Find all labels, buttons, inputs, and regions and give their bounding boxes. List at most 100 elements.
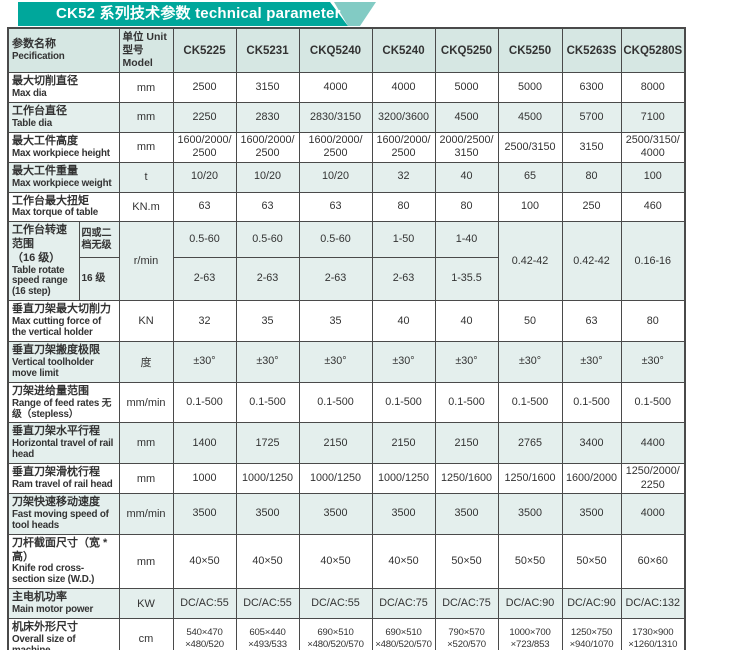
value-cell: 40 (371, 300, 436, 343)
value-cell: 4000 (371, 72, 436, 104)
unit-cell: mm (118, 463, 174, 495)
value-cell: 0.5-60 (235, 221, 300, 258)
value-cell: 32 (172, 300, 237, 343)
model-header: CK5263S (561, 27, 622, 74)
unit-cell: mm (118, 422, 174, 465)
value-cell: 1600/2000/ 2500 (298, 131, 373, 163)
value-cell: 10/20 (235, 161, 300, 193)
value-cell: DC/AC:132 (620, 588, 686, 619)
value-cell: 0.16-16 (620, 221, 686, 302)
value-cell: ±30° (561, 341, 622, 383)
value-cell: 4000 (620, 493, 686, 535)
value-cell: 80 (620, 300, 686, 343)
value-cell: 1400 (172, 422, 237, 465)
value-cell: 1600/2000 (561, 463, 622, 495)
table-header-row: 参数名称 Pecification 单位 Unit 型号 Model CK522… (7, 27, 686, 74)
unit-cell: 度 (118, 341, 174, 383)
value-cell: 1000×700 ×723/853 (497, 618, 563, 650)
model-header: CK5231 (235, 27, 300, 74)
value-cell: ±30° (620, 341, 686, 383)
table-row: 垂直刀架滑枕行程 Ram travel of rail head mm 1000 100… (7, 463, 686, 495)
value-cell: 3500 (434, 493, 499, 535)
unit-cell: mm (118, 102, 174, 133)
param-label-en: Table dia (12, 117, 52, 129)
param-label-en: Horizontal travel of rail head (12, 438, 114, 461)
model-header: CKQ5240 (298, 27, 373, 74)
param-label-zh: 最大工件高度 (12, 134, 78, 147)
value-cell: 2-63 (371, 256, 436, 302)
value-cell: 3150 (561, 131, 622, 163)
value-cell: ±30° (371, 341, 436, 383)
value-cell: 1600/2000/ 2500 (172, 131, 237, 163)
value-cell: 32 (371, 161, 436, 193)
param-label: 垂直刀架滑枕行程 Ram travel of rail head (7, 463, 120, 495)
model-header: CK5225 (172, 27, 237, 74)
value-cell: 690×510 ×480/520/570 (298, 618, 373, 650)
value-cell: 8000 (620, 72, 686, 104)
param-label-zh: 刀架快速移动速度 (12, 496, 100, 509)
value-cell: 540×470 ×480/520 (172, 618, 237, 650)
param-label-en: Overall size of machine (12, 633, 76, 650)
value-cell: 2500/3150/ 4000 (620, 131, 686, 163)
value-cell: 250 (561, 191, 622, 223)
param-label-en: Knife rod cross-section size (W.D.) (12, 563, 95, 586)
value-cell: 1600/2000/ 2500 (371, 131, 436, 163)
param-label: 垂直刀架水平行程 Horizontal travel of rail head (7, 422, 120, 465)
value-cell: 0.1-500 (561, 381, 622, 424)
table-row: 刀杆截面尺寸（宽 * 高） Knife rod cross-section siz… (7, 533, 686, 590)
value-cell: 0.1-500 (497, 381, 563, 424)
param-label: 主电机功率 Main motor power (7, 588, 120, 619)
value-cell: DC/AC:75 (434, 588, 499, 619)
value-cell: 690×510 ×480/520/570 (371, 618, 436, 650)
unit-cell: KN (118, 300, 174, 343)
title-banner: CK52 系列技术参数 technical parameter (18, 2, 380, 26)
value-cell: ±30° (172, 341, 237, 383)
table-row: 垂直刀架最大切削力 Max cutting force of the vertic… (7, 300, 686, 343)
param-label: 垂直刀架搬度极限 Vertical toolholder move limit (7, 341, 120, 383)
table-row: 主电机功率 Main motor power KW DC/AC:55 DC/AC:55 D… (7, 588, 686, 619)
value-cell: 2500 (172, 72, 237, 104)
value-cell: 1250/1600 (497, 463, 563, 495)
param-label-en: Max workpiece weight (12, 177, 112, 189)
param-label-en: Table rotate speed range (16 step) (12, 264, 68, 298)
value-cell: 0.1-500 (235, 381, 300, 424)
table-row: 工作台最大扭矩 Max torque of table KN.m 63 63 63 80 80… (7, 191, 686, 223)
value-cell: 63 (561, 300, 622, 343)
value-cell: 100 (620, 161, 686, 193)
value-cell: 50×50 (434, 533, 499, 590)
value-cell: 3500 (561, 493, 622, 535)
param-header-zh: 参数名称 (12, 38, 56, 51)
value-cell: DC/AC:90 (561, 588, 622, 619)
value-cell: 3400 (561, 422, 622, 465)
value-cell: 5000 (497, 72, 563, 104)
value-cell: 1000/1250 (298, 463, 373, 495)
speed-mode-label: 四或二 档无级 (78, 221, 120, 258)
value-cell: DC/AC:55 (298, 588, 373, 619)
value-cell: 10/20 (298, 161, 373, 193)
value-cell: 1000 (172, 463, 237, 495)
value-cell: DC/AC:55 (235, 588, 300, 619)
param-label-en: Max dia (12, 88, 47, 100)
table-row: 垂直刀架水平行程 Horizontal travel of rail head mm… (7, 422, 686, 465)
value-cell: 50 (497, 300, 563, 343)
unit-cell: KN.m (118, 191, 174, 223)
model-header: CK5240 (371, 27, 436, 74)
value-cell: 63 (235, 191, 300, 223)
value-cell: 3200/3600 (371, 102, 436, 133)
table-row: 最大工件重量 Max workpiece weight t 10/20 10/20 10/… (7, 161, 686, 193)
param-label: 工作台转速范围 （16 级） Table rotate speed range (… (7, 221, 80, 302)
param-label-zh: 工作台最大扭矩 (12, 194, 89, 207)
value-cell: 2765 (497, 422, 563, 465)
param-label-zh: 垂直刀架水平行程 (12, 425, 100, 438)
param-label-zh: 最大切削直径 (12, 75, 78, 88)
param-header-en: Pecification (12, 51, 65, 63)
value-cell: 3500 (172, 493, 237, 535)
table-row: 最大切削直径 Max dia mm 2500 3150 4000 4000 5000 5000 6… (7, 72, 686, 104)
param-label-zh: 垂直刀架滑枕行程 (12, 466, 100, 479)
speed-step-label: 16 级 (78, 256, 120, 302)
value-cell: DC/AC:55 (172, 588, 237, 619)
value-cell: 1000/1250 (371, 463, 436, 495)
value-cell: 1-50 (371, 221, 436, 258)
value-cell: 100 (497, 191, 563, 223)
param-label-en: Max workpiece height (12, 147, 110, 159)
